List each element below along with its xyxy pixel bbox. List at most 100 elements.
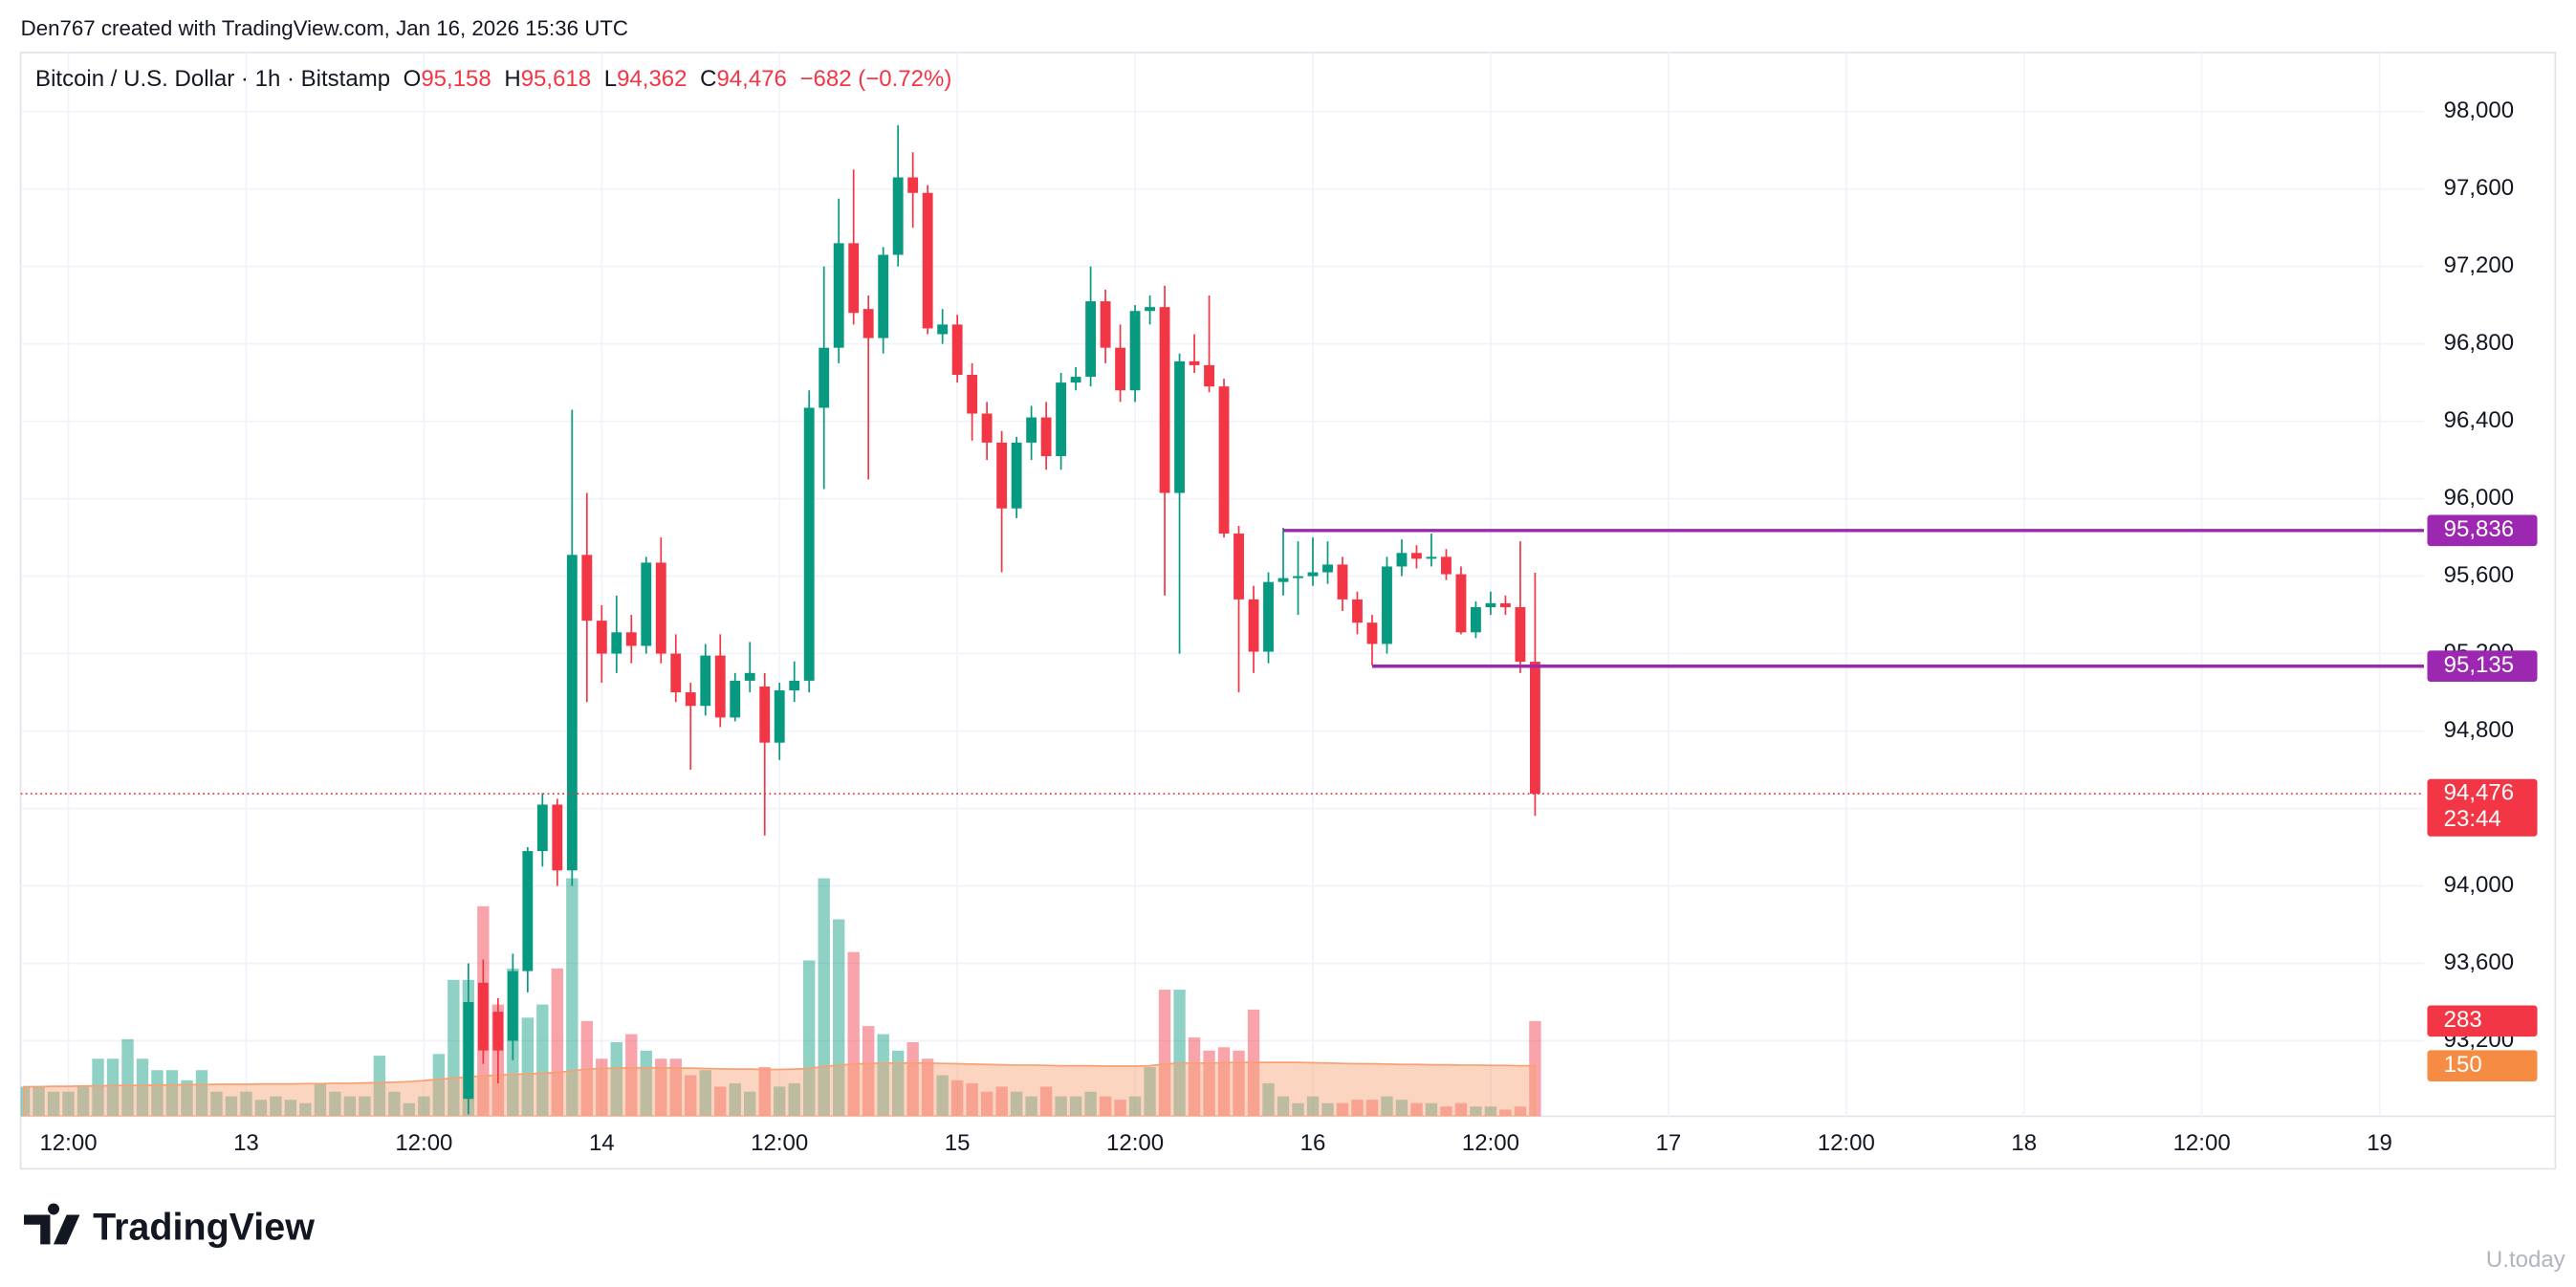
- volume-bar: [418, 1096, 430, 1117]
- volume-bar: [33, 1086, 45, 1117]
- volume-bar: [1084, 1091, 1097, 1117]
- volume-bar: [921, 1058, 934, 1117]
- candle-body: [1159, 307, 1170, 493]
- volume-bar: [774, 1086, 786, 1117]
- candle-body: [1277, 578, 1289, 582]
- x-tick-label: 12:00: [1818, 1130, 1875, 1156]
- volume-ma-area: [23, 1061, 1537, 1117]
- volume-bar: [388, 1091, 401, 1117]
- volume-bar: [803, 960, 816, 1117]
- brand-logo: TradingView: [24, 1203, 315, 1248]
- volume-bar: [1365, 1100, 1379, 1117]
- volume-bar: [1484, 1106, 1497, 1117]
- x-tick-label: 19: [2367, 1130, 2392, 1156]
- volume-bar: [1128, 1096, 1142, 1117]
- candle-body: [1085, 301, 1097, 378]
- x-tick-label: 12:00: [751, 1130, 808, 1156]
- volume-bar: [1010, 1091, 1023, 1117]
- volume-bar: [47, 1091, 60, 1117]
- candle-body: [477, 982, 489, 1051]
- volume-bar: [758, 1067, 771, 1117]
- volume-ma-tag: 150: [2444, 1052, 2482, 1078]
- legend-high: 95,618: [521, 66, 591, 92]
- logo-icon: [24, 1203, 80, 1245]
- volume-tag: 283: [2444, 1007, 2482, 1033]
- plot-area: [20, 52, 2425, 1117]
- volume-bar: [877, 1034, 889, 1117]
- volume-bar: [359, 1096, 371, 1117]
- volume-bar: [847, 951, 860, 1117]
- volume-bar: [136, 1058, 149, 1117]
- candle-body: [878, 254, 889, 338]
- volume-bar: [906, 1041, 919, 1117]
- candle-body: [1115, 347, 1126, 391]
- volume-bar: [1277, 1096, 1290, 1117]
- y-tick-label: 94,800: [2444, 717, 2514, 743]
- volume-bar: [329, 1091, 341, 1117]
- volume-tag-bg: [2427, 1005, 2538, 1037]
- candle-body: [951, 324, 963, 376]
- volume-bar: [151, 1070, 164, 1117]
- volume-bar: [625, 1034, 638, 1117]
- volume-bar: [373, 1056, 386, 1117]
- candle-body: [1056, 382, 1067, 457]
- volume-bar: [121, 1038, 134, 1117]
- candle-body: [522, 851, 534, 971]
- volume-bar: [551, 968, 564, 1117]
- volume-bar: [1454, 1102, 1468, 1117]
- y-tick-label: 96,800: [2444, 330, 2514, 356]
- candle-body: [1307, 572, 1319, 577]
- candle-body: [1070, 377, 1081, 383]
- volume-bar: [1099, 1096, 1112, 1117]
- volume-bar: [314, 1082, 327, 1117]
- candle-body: [862, 309, 874, 338]
- x-tick-label: 12:00: [39, 1130, 97, 1156]
- attribution: Den767 created with TradingView.com, Jan…: [21, 16, 628, 40]
- volume-bar: [1114, 1100, 1126, 1117]
- y-tick-label: 97,600: [2444, 175, 2514, 201]
- volume-bar: [818, 878, 830, 1117]
- volume-bar: [225, 1096, 238, 1117]
- volume-bar: [995, 1086, 1008, 1117]
- x-tick-label: 18: [2011, 1130, 2037, 1156]
- candle-body: [492, 1012, 504, 1051]
- legend-low-label: L: [604, 66, 617, 92]
- volume-bar: [891, 1050, 905, 1117]
- candle-body: [670, 653, 682, 693]
- candle-body: [803, 407, 815, 681]
- volume-bar: [1425, 1102, 1438, 1117]
- volume-bar: [669, 1058, 682, 1117]
- candle-body: [774, 690, 785, 743]
- volume-bar: [210, 1091, 223, 1117]
- volume-bar: [284, 1100, 297, 1117]
- volume-bar: [76, 1086, 90, 1117]
- candle-body: [981, 413, 993, 443]
- candle-body: [789, 680, 800, 691]
- candle-body: [1411, 553, 1422, 559]
- volume-bar: [1395, 1100, 1408, 1117]
- last-price-tag: 94,476: [2444, 779, 2514, 805]
- level-tag-bg: [2427, 514, 2538, 547]
- candle-body: [1426, 556, 1437, 559]
- volume-bar: [699, 1070, 711, 1117]
- candle-body: [1441, 556, 1452, 575]
- candle-body: [1322, 564, 1333, 573]
- candle-body: [641, 562, 652, 646]
- volume-bar: [240, 1091, 252, 1117]
- volume-bar: [1203, 1050, 1215, 1117]
- legend-close-label: C: [700, 66, 716, 92]
- candle-body: [937, 324, 949, 335]
- legend-change: −682 (−0.72%): [799, 66, 951, 92]
- volume-bar: [936, 1075, 949, 1117]
- volume-bar: [1158, 990, 1171, 1117]
- candle-body: [1189, 360, 1200, 365]
- volume-bar: [788, 1082, 800, 1117]
- candle-body: [967, 375, 978, 414]
- x-tick-label: 12:00: [2173, 1130, 2231, 1156]
- volume-bar: [1233, 1050, 1245, 1117]
- volume-bar: [980, 1091, 993, 1117]
- legend-open-label: O: [404, 66, 422, 92]
